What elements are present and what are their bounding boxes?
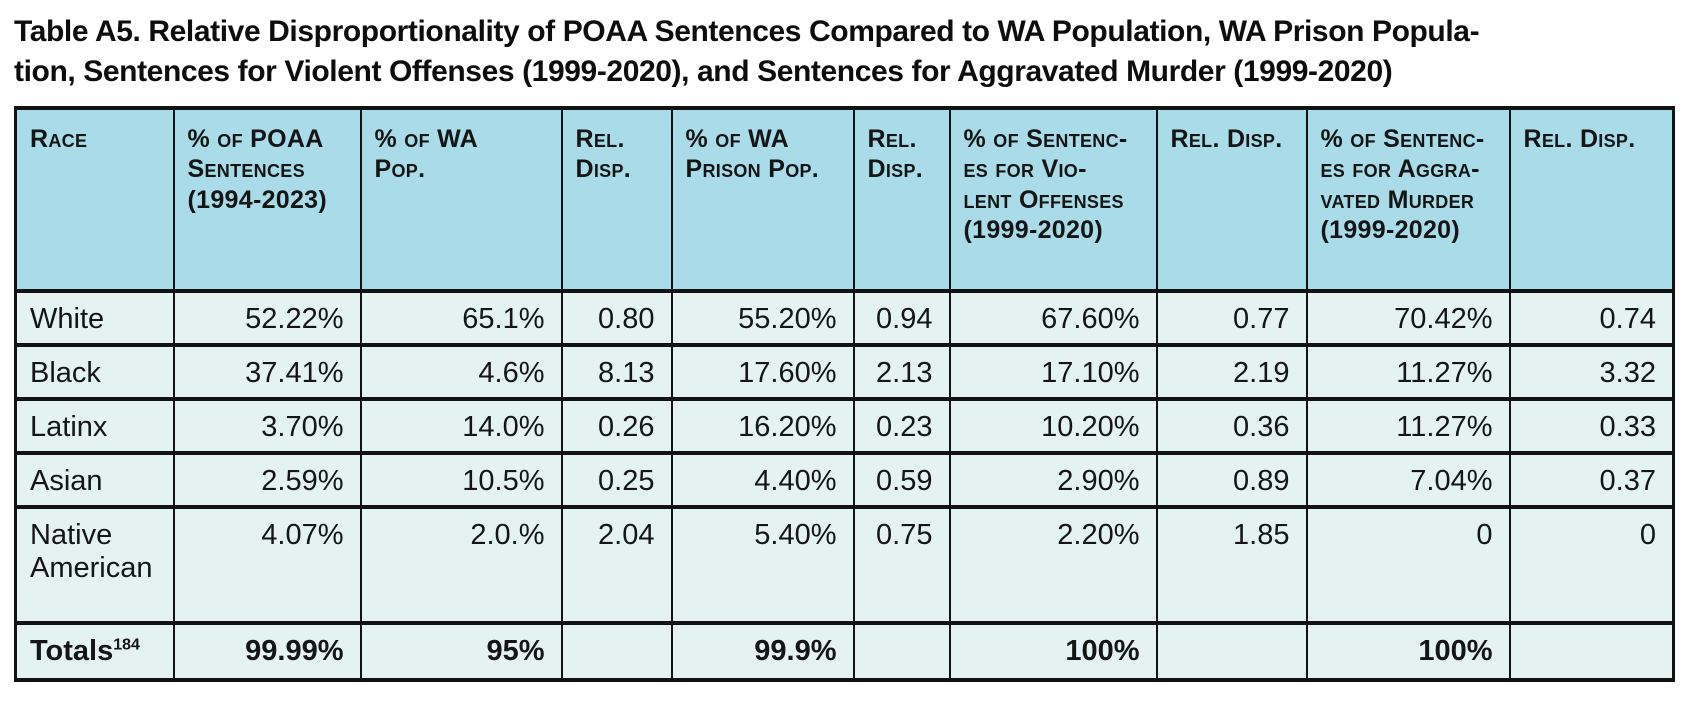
table-row-black: Black 37.41% 4.6% 8.13 17.60% 2.13 17.10… <box>14 342 1675 401</box>
totals-value-cell: 100% <box>948 620 1158 682</box>
totals-value-cell <box>852 620 951 682</box>
value-cell: 0.36 <box>1155 396 1308 455</box>
table-row-totals: Totals184 99.99% 95% 99.9% 100% 100% <box>14 620 1675 682</box>
value-cell: 17.60% <box>670 342 855 401</box>
value-cell: 5.40% <box>670 504 855 625</box>
value-cell: 65.1% <box>359 288 563 347</box>
value-cell: 4.40% <box>670 450 855 509</box>
col-header-race: Race <box>14 105 175 293</box>
totals-value-cell <box>560 620 673 682</box>
table-row-native-american: Native American 4.07% 2.0.% 2.04 5.40% 0… <box>14 504 1675 625</box>
table-row-white: White 52.22% 65.1% 0.80 55.20% 0.94 67.6… <box>14 288 1675 347</box>
value-cell: 55.20% <box>670 288 855 347</box>
value-cell: 2.13 <box>852 342 951 401</box>
disproportionality-table: Race % of POAA Sentences (1994-2023) % o… <box>14 105 1675 682</box>
race-cell: White <box>14 288 175 347</box>
table-title: Table A5. Relative Disproportionality of… <box>14 15 1480 88</box>
table-row-latinx: Latinx 3.70% 14.0% 0.26 16.20% 0.23 10.2… <box>14 396 1675 455</box>
value-cell: 0 <box>1305 504 1511 625</box>
value-cell: 7.04% <box>1305 450 1511 509</box>
value-cell: 0.37 <box>1508 450 1675 509</box>
race-cell: Latinx <box>14 396 175 455</box>
value-cell: 17.10% <box>948 342 1158 401</box>
totals-value-cell: 99.9% <box>670 620 855 682</box>
value-cell: 70.42% <box>1305 288 1511 347</box>
col-header-wa-prison-pop: % of WA Prison Pop. <box>670 105 855 293</box>
value-cell: 2.20% <box>948 504 1158 625</box>
value-cell: 11.27% <box>1305 342 1511 401</box>
value-cell: 52.22% <box>172 288 362 347</box>
value-cell: 0.23 <box>852 396 951 455</box>
value-cell: 4.07% <box>172 504 362 625</box>
col-header-rel-disp-1: Rel. Disp. <box>560 105 673 293</box>
col-header-violent-offenses: % of Sentenc- es for Vio- lent Offenses … <box>948 105 1158 293</box>
value-cell: 10.5% <box>359 450 563 509</box>
value-cell: 3.70% <box>172 396 362 455</box>
totals-value-cell: 100% <box>1305 620 1511 682</box>
value-cell: 0.74 <box>1508 288 1675 347</box>
document-page: Table A5. Relative Disproportionality of… <box>14 15 1675 682</box>
totals-label: Totals <box>30 634 114 667</box>
col-header-rel-disp-4: Rel. Disp. <box>1508 105 1675 293</box>
value-cell: 0.25 <box>560 450 673 509</box>
value-cell: 2.0.% <box>359 504 563 625</box>
value-cell: 1.85 <box>1155 504 1308 625</box>
value-cell: 3.32 <box>1508 342 1675 401</box>
totals-label-cell: Totals184 <box>14 620 175 682</box>
value-cell: 2.59% <box>172 450 362 509</box>
value-cell: 2.19 <box>1155 342 1308 401</box>
footnote-marker: 184 <box>113 636 140 654</box>
col-header-wa-pop: % of WA Pop. <box>359 105 563 293</box>
value-cell: 0.26 <box>560 396 673 455</box>
totals-value-cell <box>1155 620 1308 682</box>
value-cell: 11.27% <box>1305 396 1511 455</box>
col-header-rel-disp-3: Rel. Disp. <box>1155 105 1308 293</box>
race-cell: Black <box>14 342 175 401</box>
value-cell: 2.90% <box>948 450 1158 509</box>
value-cell: 37.41% <box>172 342 362 401</box>
totals-value-cell: 95% <box>359 620 563 682</box>
value-cell: 67.60% <box>948 288 1158 347</box>
value-cell: 2.04 <box>560 504 673 625</box>
value-cell: 16.20% <box>670 396 855 455</box>
col-header-rel-disp-2: Rel. Disp. <box>852 105 951 293</box>
value-cell: 0.75 <box>852 504 951 625</box>
totals-value-cell <box>1508 620 1675 682</box>
col-header-poaa-sentences: % of POAA Sentences (1994-2023) <box>172 105 362 293</box>
header-row: Race % of POAA Sentences (1994-2023) % o… <box>14 105 1675 293</box>
table-row-asian: Asian 2.59% 10.5% 0.25 4.40% 0.59 2.90% … <box>14 450 1675 509</box>
value-cell: 0.77 <box>1155 288 1308 347</box>
race-cell: Asian <box>14 450 175 509</box>
value-cell: 0.89 <box>1155 450 1308 509</box>
value-cell: 10.20% <box>948 396 1158 455</box>
value-cell: 4.6% <box>359 342 563 401</box>
value-cell: 0.33 <box>1508 396 1675 455</box>
race-cell: Native American <box>14 504 175 625</box>
col-header-aggravated-murder: % of Sentenc- es for Aggra- vated Murder… <box>1305 105 1511 293</box>
value-cell: 0.80 <box>560 288 673 347</box>
value-cell: 14.0% <box>359 396 563 455</box>
value-cell: 0.59 <box>852 450 951 509</box>
value-cell: 0.94 <box>852 288 951 347</box>
value-cell: 0 <box>1508 504 1675 625</box>
totals-value-cell: 99.99% <box>172 620 362 682</box>
value-cell: 8.13 <box>560 342 673 401</box>
